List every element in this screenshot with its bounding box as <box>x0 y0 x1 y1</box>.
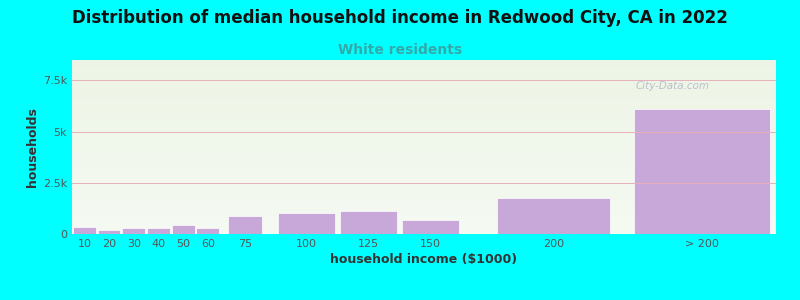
Y-axis label: households: households <box>26 107 38 187</box>
Text: Distribution of median household income in Redwood City, CA in 2022: Distribution of median household income … <box>72 9 728 27</box>
Bar <box>73 227 96 234</box>
Bar <box>340 212 397 234</box>
Bar <box>197 228 219 234</box>
Bar <box>497 198 610 234</box>
Bar <box>98 230 121 234</box>
Text: City-Data.com: City-Data.com <box>635 81 710 91</box>
Bar <box>402 220 458 234</box>
Bar <box>172 225 194 234</box>
Bar <box>228 216 262 234</box>
Bar <box>147 228 170 234</box>
X-axis label: household income ($1000): household income ($1000) <box>330 253 518 266</box>
Bar <box>634 109 770 234</box>
Bar <box>122 229 145 234</box>
Bar <box>278 212 335 234</box>
Text: White residents: White residents <box>338 44 462 58</box>
